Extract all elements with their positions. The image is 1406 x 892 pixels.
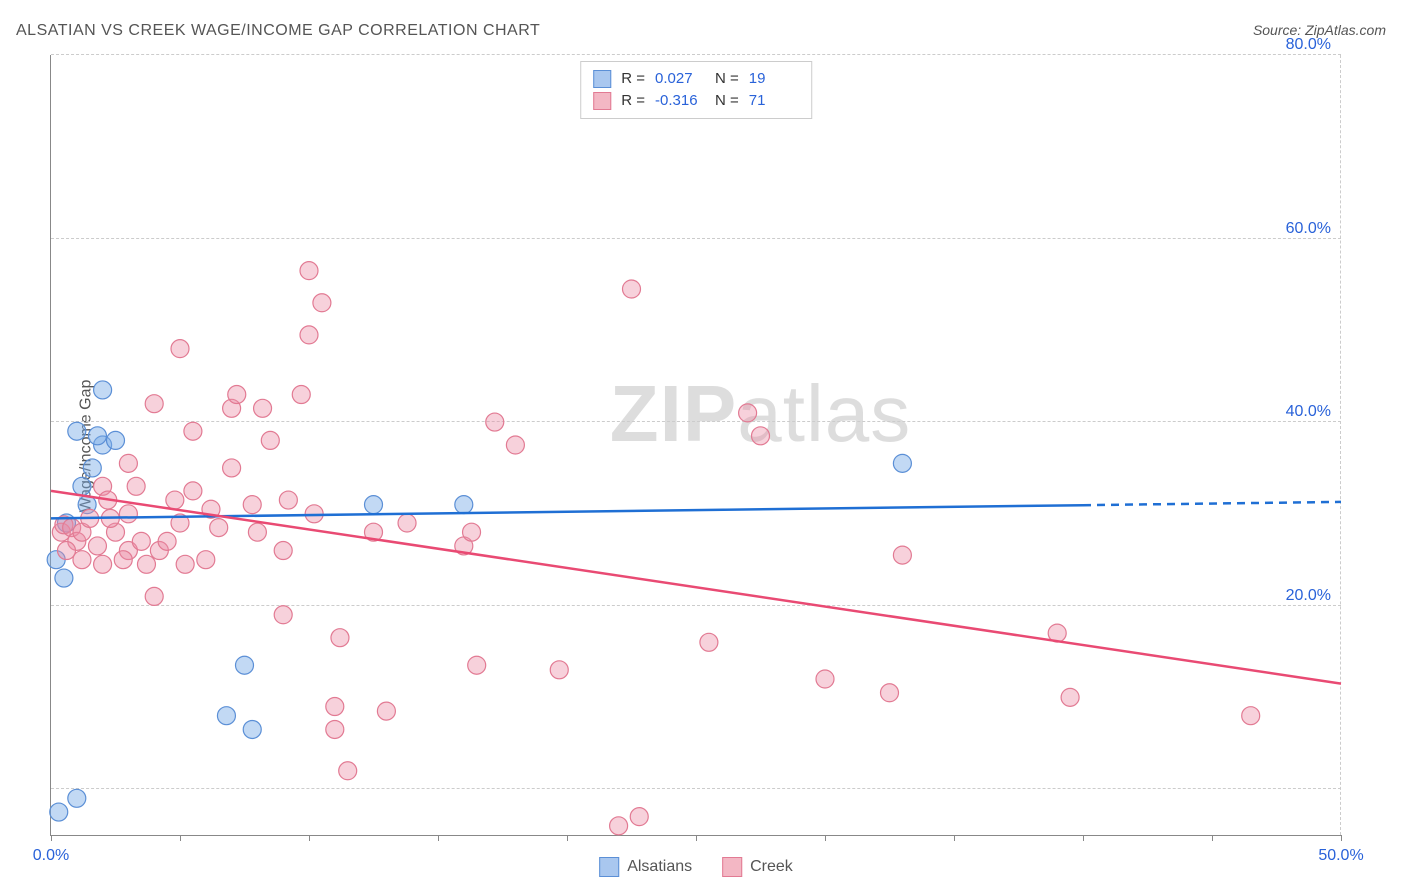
legend-swatch xyxy=(722,857,742,877)
data-point xyxy=(217,707,235,725)
trend-line xyxy=(1083,502,1341,505)
data-point xyxy=(506,436,524,454)
data-point xyxy=(700,633,718,651)
data-point xyxy=(119,505,137,523)
data-point xyxy=(279,491,297,509)
data-point xyxy=(68,422,86,440)
x-tick xyxy=(1341,835,1342,841)
x-tick xyxy=(180,835,181,841)
data-point xyxy=(171,340,189,358)
data-point xyxy=(68,789,86,807)
series-legend: Alsatians Creek xyxy=(599,857,793,877)
data-point xyxy=(243,720,261,738)
data-point xyxy=(550,661,568,679)
data-point xyxy=(145,587,163,605)
data-point xyxy=(132,532,150,550)
series-legend-label: Alsatians xyxy=(627,858,692,876)
data-point xyxy=(1242,707,1260,725)
trend-line xyxy=(51,491,1341,684)
data-point xyxy=(365,496,383,514)
data-point xyxy=(243,496,261,514)
series-legend-item: Alsatians xyxy=(599,857,692,877)
data-point xyxy=(326,720,344,738)
x-tick xyxy=(825,835,826,841)
data-point xyxy=(73,477,91,495)
data-point xyxy=(184,422,202,440)
data-point xyxy=(486,413,504,431)
y-tick-label: 80.0% xyxy=(1286,36,1331,54)
data-point xyxy=(73,551,91,569)
data-point xyxy=(274,606,292,624)
data-point xyxy=(881,684,899,702)
data-point xyxy=(88,537,106,555)
data-point xyxy=(300,262,318,280)
data-point xyxy=(248,523,266,541)
plot-svg xyxy=(51,55,1341,835)
data-point xyxy=(313,294,331,312)
data-point xyxy=(261,431,279,449)
data-point xyxy=(752,427,770,445)
x-tick xyxy=(567,835,568,841)
data-point xyxy=(468,656,486,674)
data-point xyxy=(137,555,155,573)
data-point xyxy=(114,551,132,569)
series-legend-label: Creek xyxy=(750,858,793,876)
data-point xyxy=(236,656,254,674)
data-point xyxy=(1061,688,1079,706)
data-point xyxy=(127,477,145,495)
data-point xyxy=(94,555,112,573)
data-point xyxy=(254,399,272,417)
x-tick xyxy=(1212,835,1213,841)
data-point xyxy=(455,496,473,514)
data-point xyxy=(228,386,246,404)
data-point xyxy=(816,670,834,688)
x-tick xyxy=(438,835,439,841)
legend-swatch xyxy=(599,857,619,877)
data-point xyxy=(184,482,202,500)
data-point xyxy=(300,326,318,344)
data-point xyxy=(197,551,215,569)
x-tick-label: 0.0% xyxy=(33,847,69,865)
data-point xyxy=(610,817,628,835)
data-point xyxy=(331,629,349,647)
data-point xyxy=(50,803,68,821)
data-point xyxy=(326,698,344,716)
x-tick xyxy=(696,835,697,841)
data-point xyxy=(339,762,357,780)
data-point xyxy=(57,542,75,560)
data-point xyxy=(158,532,176,550)
data-point xyxy=(377,702,395,720)
x-tick xyxy=(1083,835,1084,841)
data-point xyxy=(292,386,310,404)
x-tick xyxy=(954,835,955,841)
data-point xyxy=(893,546,911,564)
data-point xyxy=(739,404,757,422)
x-tick-label: 50.0% xyxy=(1318,847,1363,865)
data-point xyxy=(88,427,106,445)
data-point xyxy=(166,491,184,509)
data-point xyxy=(176,555,194,573)
x-tick xyxy=(51,835,52,841)
data-point xyxy=(210,519,228,537)
data-point xyxy=(398,514,416,532)
chart-title: ALSATIAN VS CREEK WAGE/INCOME GAP CORREL… xyxy=(16,22,540,40)
data-point xyxy=(119,454,137,472)
data-point xyxy=(145,395,163,413)
data-point xyxy=(463,523,481,541)
data-point xyxy=(223,459,241,477)
data-point xyxy=(83,459,101,477)
x-tick xyxy=(309,835,310,841)
data-point xyxy=(274,542,292,560)
scatter-plot-area: ZIPatlas R = 0.027N = 19R = -0.316N = 71… xyxy=(50,55,1341,836)
data-point xyxy=(893,454,911,472)
series-legend-item: Creek xyxy=(722,857,793,877)
data-point xyxy=(623,280,641,298)
data-point xyxy=(94,381,112,399)
data-point xyxy=(630,808,648,826)
data-point xyxy=(55,569,73,587)
data-point xyxy=(107,431,125,449)
